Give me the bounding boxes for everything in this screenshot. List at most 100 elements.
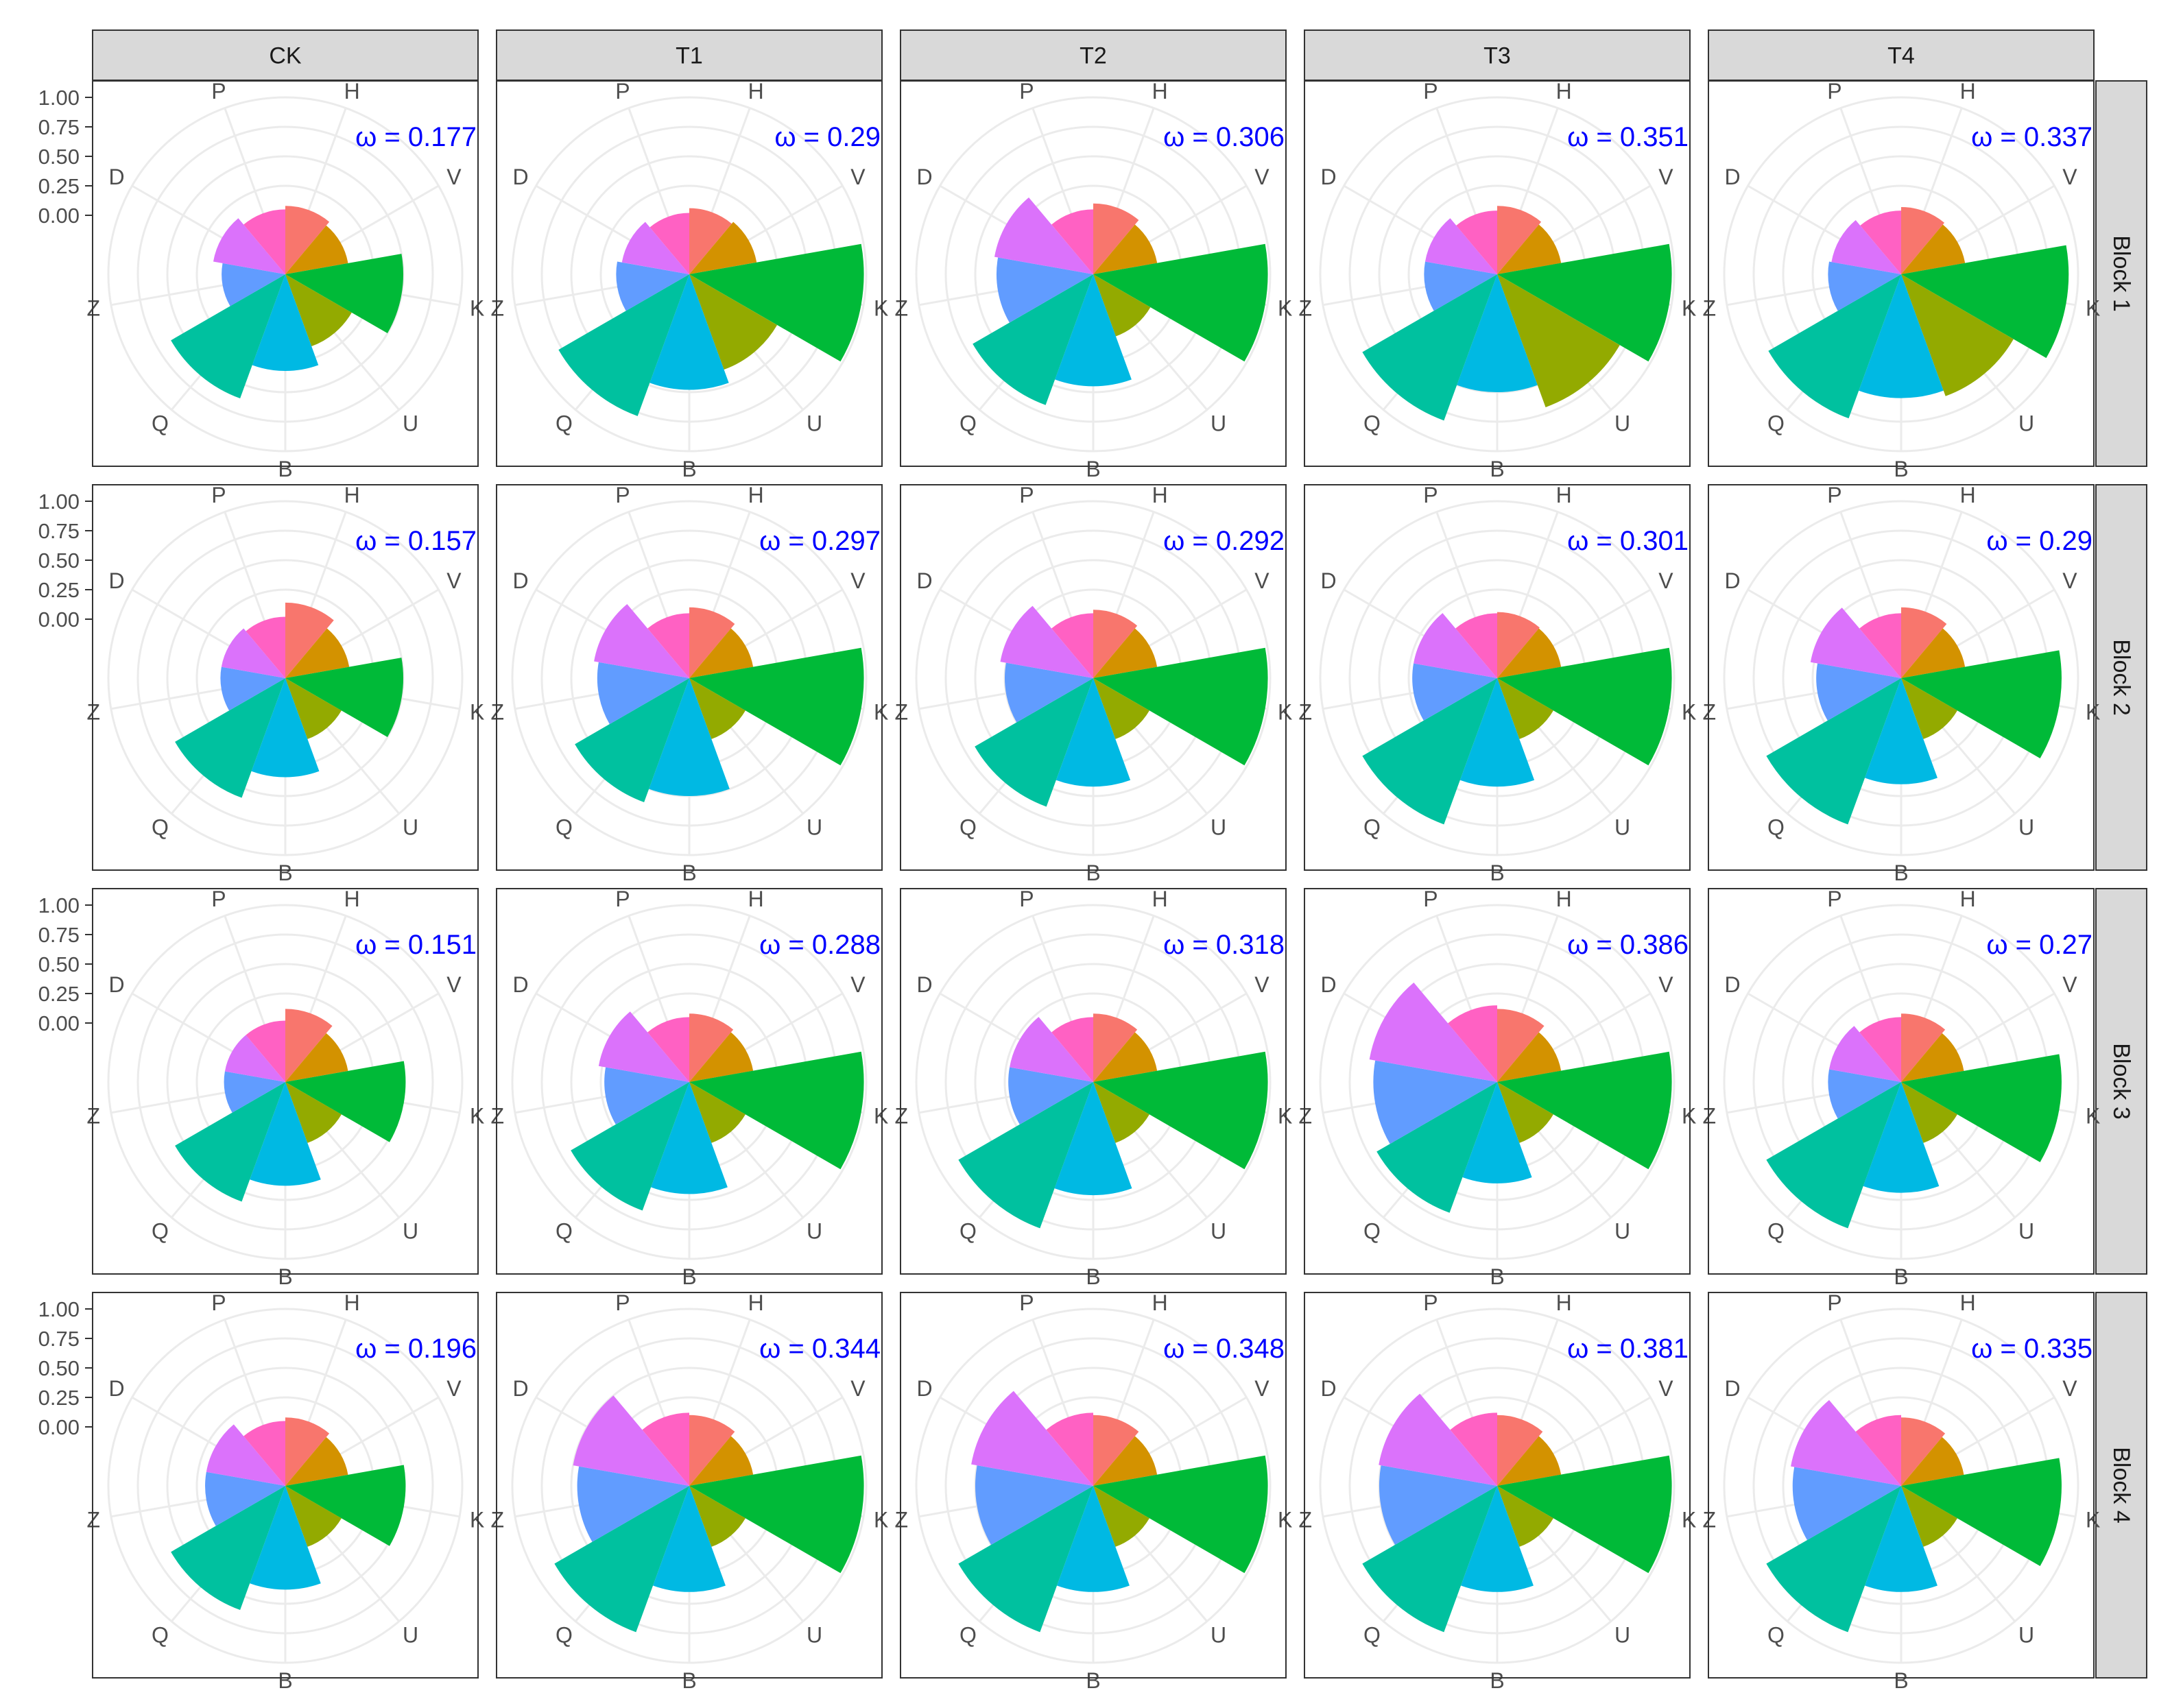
rose-wedge-K	[689, 647, 864, 766]
rose-wedge-H	[689, 1013, 734, 1082]
category-label: H	[1152, 887, 1168, 911]
category-label: D	[108, 568, 124, 593]
rose-wedge-H	[1901, 1013, 1946, 1082]
category-label: Q	[1363, 1623, 1381, 1648]
category-label: D	[916, 972, 932, 997]
rose-wedge-U	[689, 274, 778, 370]
rose-wedge-D	[971, 1391, 1093, 1486]
category-label: K	[1682, 699, 1696, 724]
rose-wedge-B	[1865, 1486, 1937, 1592]
panel-border	[1708, 1292, 2095, 1679]
category-label: K	[874, 296, 888, 320]
rose-wedge-Q	[554, 1486, 689, 1633]
rose-wedge-B	[1865, 678, 1937, 784]
rose-wedge-Q	[975, 678, 1093, 807]
category-label: K	[874, 699, 888, 724]
omega-label: ω = 0.381	[1567, 1334, 1689, 1364]
category-label: K	[470, 1507, 484, 1532]
panel-border	[900, 1292, 1287, 1679]
rose-wedge-B	[252, 274, 319, 372]
category-label: P	[1827, 79, 1841, 104]
rose-wedge-Z	[1424, 261, 1497, 311]
category-label: V	[1658, 165, 1673, 189]
y-tick-label: 0.25	[38, 174, 80, 198]
category-label: K	[2086, 1507, 2100, 1532]
category-label: K	[874, 1507, 888, 1532]
category-label: K	[2086, 1103, 2100, 1128]
category-label: Z	[87, 296, 101, 320]
rose-wedge-B	[1055, 274, 1132, 387]
rose-wedge-Q	[1376, 1082, 1497, 1213]
panel: H V K U B Q Z D Pω = 0.351	[1299, 79, 1697, 481]
rose-wedge-H	[285, 1009, 333, 1082]
category-label: B	[278, 457, 292, 481]
category-label: U	[2018, 1623, 2034, 1648]
category-label: P	[615, 1290, 630, 1315]
rose-wedge-D	[1414, 613, 1497, 678]
rose-wedge-D	[573, 1395, 689, 1486]
category-label: B	[1490, 861, 1504, 885]
rose-wedge-Z	[224, 1071, 285, 1113]
omega-label: ω = 0.297	[759, 526, 881, 556]
rose-wedge-K	[1093, 1051, 1268, 1170]
rose-wedge-K	[1497, 647, 1672, 766]
category-label: Q	[1767, 411, 1785, 436]
category-label: B	[682, 1668, 696, 1693]
y-tick-label: 0.75	[38, 923, 80, 947]
rose-wedge-K	[285, 1061, 406, 1142]
category-label: Z	[87, 1103, 101, 1128]
category-label: K	[1682, 296, 1696, 320]
rose-wedge-U	[1093, 1486, 1149, 1547]
category-label: D	[512, 568, 528, 593]
rose-wedge-D	[1379, 1393, 1497, 1486]
y-tick-label: 0.50	[38, 1356, 80, 1380]
category-label: P	[1423, 79, 1438, 104]
rose-wedge-V	[1497, 1436, 1562, 1486]
rose-wedge-B	[653, 1486, 726, 1592]
category-label: K	[1278, 699, 1292, 724]
category-label: V	[850, 972, 866, 997]
category-label: P	[1423, 1290, 1438, 1315]
rose-wedge-D	[594, 603, 689, 678]
rose-wedge-Z	[222, 263, 285, 306]
panel-border	[496, 484, 883, 871]
rose-wedge-H	[689, 208, 732, 274]
rose-wedge-Q	[171, 1486, 285, 1611]
rose-wedge-K	[1093, 1455, 1268, 1574]
category-label: Z	[895, 1507, 909, 1532]
category-label: D	[1320, 1376, 1336, 1401]
panel: H V K U B Q Z D Pω = 0.292	[895, 483, 1293, 885]
omega-label: ω = 0.292	[1163, 526, 1285, 556]
rose-wedge-Z	[604, 1067, 689, 1124]
rose-wedge-H	[689, 1415, 735, 1486]
panel-border	[496, 1292, 883, 1679]
rose-wedge-H	[1497, 206, 1542, 274]
category-label: D	[1724, 1376, 1740, 1401]
panel: H V K U B Q Z D Pω = 0.29	[491, 79, 889, 481]
category-label: B	[1894, 1264, 1908, 1289]
category-label: D	[108, 1376, 124, 1401]
rose-wedge-D	[213, 218, 285, 274]
category-label: H	[748, 887, 764, 911]
category-label: P	[615, 483, 630, 507]
rose-wedge-Z	[1412, 663, 1497, 721]
panel-border	[1304, 484, 1691, 871]
category-label: U	[1614, 411, 1630, 436]
category-label: V	[850, 568, 866, 593]
rose-wedge-K	[285, 658, 404, 737]
category-label: B	[1490, 457, 1504, 481]
rose-wedge-V	[1901, 224, 1966, 274]
rose-wedge-P	[647, 613, 689, 678]
rose-wedge-Z	[616, 261, 689, 311]
category-label: P	[211, 887, 226, 911]
rose-wedge-U	[1093, 1082, 1149, 1143]
rose-wedge-D	[1369, 983, 1497, 1082]
rose-wedge-Z	[205, 1471, 285, 1526]
rose-wedge-H	[1093, 203, 1139, 274]
category-label: K	[470, 1103, 484, 1128]
category-label: H	[748, 483, 764, 507]
rose-wedge-V	[1093, 224, 1158, 274]
rose-wedge-H	[1497, 1009, 1545, 1082]
category-label: Q	[1767, 1219, 1785, 1244]
category-label: H	[1556, 887, 1572, 911]
